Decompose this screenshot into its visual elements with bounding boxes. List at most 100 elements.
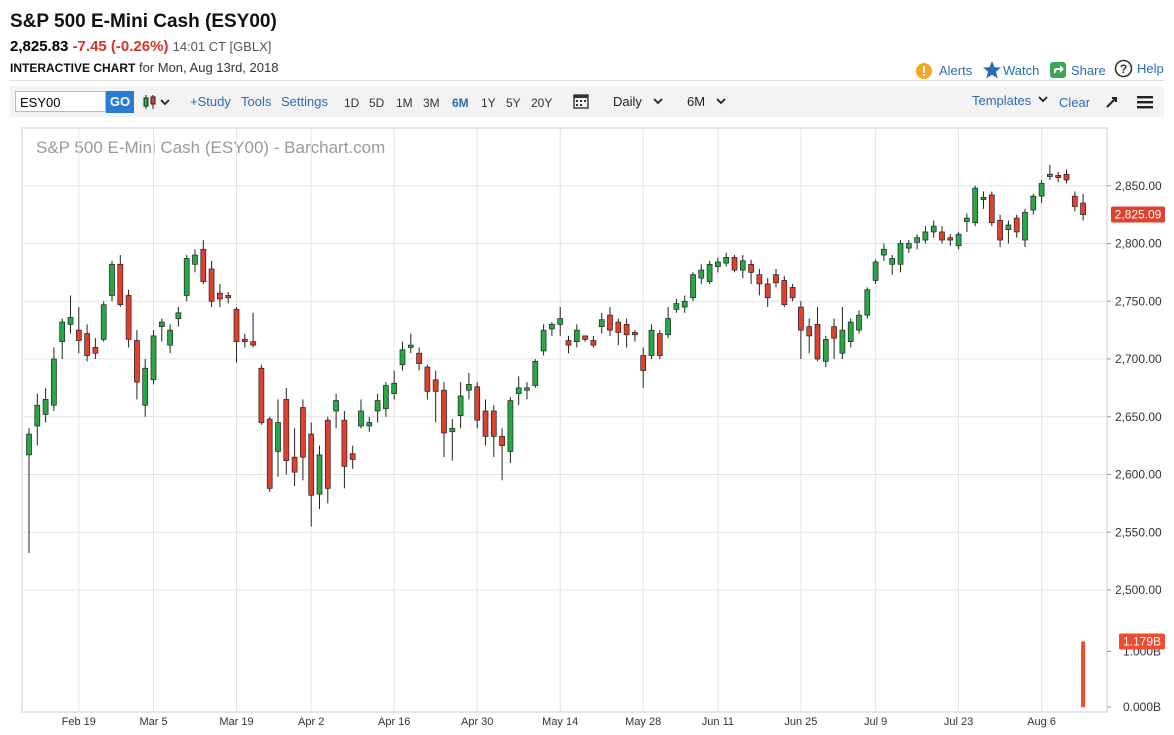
candle-body: [51, 358, 57, 406]
candle-body: [300, 407, 306, 458]
candle-body: [457, 395, 464, 416]
study-button[interactable]: +Study: [190, 94, 231, 109]
candle-body: [623, 324, 630, 336]
candle-body: [225, 295, 232, 299]
candle-body: [1063, 173, 1070, 181]
candle-body: [374, 400, 381, 412]
x-tick-label: May 14: [542, 716, 578, 728]
interval-dropdown[interactable]: Daily: [613, 94, 642, 109]
share-icon[interactable]: [1049, 61, 1067, 79]
settings-button[interactable]: Settings: [281, 94, 328, 109]
candle-body: [324, 419, 331, 489]
period-button[interactable]: 3M: [423, 96, 440, 110]
candle-body: [773, 274, 779, 284]
draw-icon[interactable]: [1104, 94, 1120, 110]
period-button[interactable]: 5Y: [506, 96, 521, 110]
candle-body: [441, 389, 447, 434]
candle-body: [100, 304, 107, 340]
templates-button[interactable]: Templates: [972, 93, 1032, 108]
candle-body: [607, 314, 613, 331]
help-icon[interactable]: ?: [1114, 59, 1133, 78]
alerts-icon[interactable]: [914, 61, 934, 81]
candle-body: [158, 321, 165, 328]
x-tick-label: Apr 16: [378, 716, 410, 728]
candle-body: [549, 324, 555, 330]
candle-body: [980, 196, 987, 200]
candle-body: [167, 329, 173, 346]
calendar-icon[interactable]: [573, 92, 589, 109]
candle-body: [499, 436, 505, 446]
go-button[interactable]: GO: [106, 91, 134, 113]
candle-body: [988, 194, 995, 224]
candle-body: [781, 280, 788, 306]
tools-button[interactable]: Tools: [241, 94, 272, 109]
candle-body: [798, 306, 804, 331]
range-dropdown[interactable]: 6M: [687, 94, 706, 109]
candle-body: [399, 349, 406, 366]
candle-body: [955, 233, 962, 247]
period-button[interactable]: 1M: [396, 96, 413, 110]
period-button[interactable]: 20Y: [531, 96, 553, 110]
y-tick-label: 2,800.00: [1115, 237, 1162, 251]
candle-body: [490, 410, 497, 437]
x-tick-label: Aug 6: [1027, 716, 1056, 728]
candle-body: [590, 340, 597, 346]
candle-body: [208, 268, 215, 302]
candle-body: [1013, 217, 1020, 233]
candle-body: [358, 410, 364, 427]
candle-body: [183, 258, 190, 296]
candle-body: [839, 329, 846, 354]
chart-type-icon[interactable]: [142, 93, 174, 111]
candle-body: [275, 422, 281, 452]
candle-body: [930, 225, 937, 233]
watch-link[interactable]: Watch: [1003, 63, 1040, 78]
page-title: S&P 500 E-Mini Cash (ESY00): [10, 11, 277, 32]
alerts-link[interactable]: Alerts: [939, 63, 973, 78]
period-button[interactable]: 1Y: [481, 96, 496, 110]
share-link[interactable]: Share: [1071, 63, 1106, 78]
price: 2,825.83: [10, 38, 69, 55]
candle-body: [640, 355, 647, 371]
symbol-input[interactable]: ESY00: [15, 91, 106, 112]
candle-body: [250, 341, 256, 346]
candle-body: [656, 333, 663, 356]
candle-body: [905, 243, 912, 249]
candle-body: [109, 263, 115, 296]
x-tick-label: Jun 25: [784, 716, 817, 728]
candle-body: [150, 335, 157, 381]
x-tick-label: Jul 9: [864, 716, 887, 728]
candle-body: [59, 321, 66, 343]
y-tick-label: 2,650.00: [1115, 410, 1162, 424]
watch-icon[interactable]: [982, 60, 1002, 80]
help-link[interactable]: Help: [1137, 61, 1164, 76]
period-button[interactable]: 6M: [452, 96, 469, 110]
candle-body: [84, 333, 90, 356]
candle-body: [715, 261, 721, 267]
candle-body: [416, 352, 422, 364]
candle-body: [383, 385, 389, 410]
period-button[interactable]: 1D: [344, 96, 360, 110]
candle-body: [291, 456, 298, 473]
candle-body: [1055, 175, 1062, 179]
clear-button[interactable]: Clear: [1059, 95, 1091, 110]
menu-icon[interactable]: [1136, 94, 1154, 110]
candle-body: [175, 312, 182, 319]
period-button[interactable]: 5D: [369, 96, 385, 110]
candle-body: [756, 274, 763, 285]
candle-body: [939, 231, 945, 241]
candle-body: [233, 308, 240, 343]
candle-body: [557, 318, 564, 325]
candle-body: [690, 274, 696, 299]
candle-body: [864, 289, 871, 316]
dropdown-arrow: [653, 98, 663, 105]
candle-body: [872, 261, 879, 281]
x-tick-label: Jul 23: [944, 716, 973, 728]
time: 14:01 CT [GBLX]: [172, 39, 272, 54]
x-tick-label: Jun 11: [702, 716, 734, 728]
candle-body: [524, 387, 530, 391]
candle-body: [723, 257, 730, 264]
candle-body: [316, 454, 323, 495]
candle-body: [391, 382, 398, 395]
candle-body: [1022, 211, 1028, 241]
candle-body: [42, 399, 49, 415]
